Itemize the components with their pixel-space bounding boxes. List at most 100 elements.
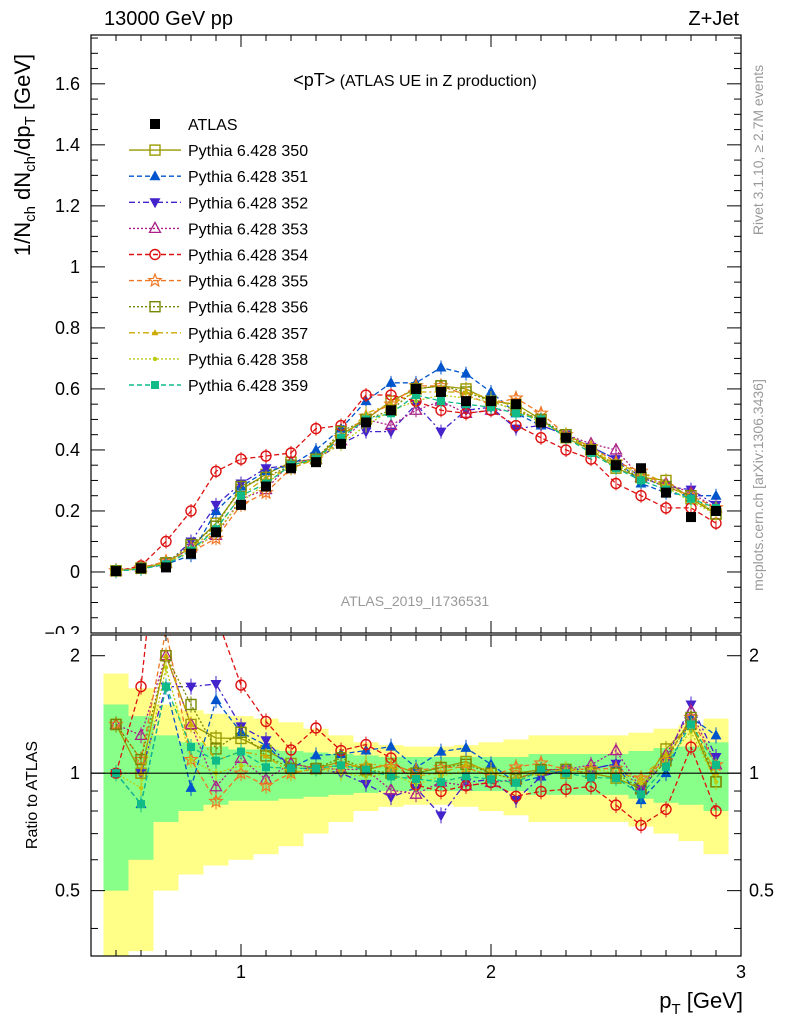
series-line-pythia-6-428-354 bbox=[115, 394, 717, 572]
ratio-point bbox=[162, 652, 170, 659]
ratio-point bbox=[460, 741, 472, 752]
series-atlas bbox=[111, 383, 721, 577]
data-point bbox=[336, 438, 346, 449]
ratio-point bbox=[212, 756, 220, 765]
band-green bbox=[153, 735, 179, 822]
data-point bbox=[487, 403, 495, 412]
ratio-point bbox=[510, 790, 522, 802]
legend-label: Pythia 6.428 352 bbox=[188, 195, 308, 212]
legend-marker bbox=[151, 329, 159, 336]
ratio-point bbox=[185, 698, 197, 711]
ratio-point bbox=[287, 764, 295, 773]
y-tick-label-main: 0.8 bbox=[55, 318, 80, 338]
data-point bbox=[260, 464, 272, 475]
legend-label: Pythia 6.428 351 bbox=[188, 169, 308, 186]
ratio-point bbox=[712, 760, 720, 769]
data-point bbox=[260, 450, 272, 462]
y-tick-label-main: 1.6 bbox=[55, 74, 80, 94]
data-point bbox=[310, 443, 322, 454]
legend-label: Pythia 6.428 356 bbox=[188, 300, 308, 317]
data-point bbox=[535, 432, 547, 444]
ratio-point bbox=[134, 728, 148, 741]
ratio-point bbox=[235, 679, 247, 691]
data-point bbox=[360, 427, 372, 438]
ratio-point bbox=[163, 665, 169, 670]
legend-marker bbox=[149, 170, 161, 181]
data-point bbox=[210, 500, 222, 511]
data-point bbox=[161, 562, 171, 573]
legend-label: Pythia 6.428 354 bbox=[188, 248, 308, 265]
ratio-point bbox=[435, 811, 447, 822]
y-tick-label-main: 0.2 bbox=[55, 501, 80, 521]
data-point bbox=[237, 491, 245, 500]
series-line-pythia-6-428-353 bbox=[115, 400, 717, 572]
ratio-point bbox=[208, 793, 224, 809]
ratio-point bbox=[387, 772, 395, 781]
y-tick-label-ratio-right: 0.5 bbox=[749, 881, 774, 901]
y-tick-label-ratio-right: 1 bbox=[749, 763, 759, 783]
ratio-point bbox=[237, 747, 245, 756]
data-point bbox=[261, 481, 271, 492]
y-tick-label-ratio: 1 bbox=[70, 763, 80, 783]
data-point bbox=[611, 460, 621, 471]
series-line-pythia-6-428-359 bbox=[115, 394, 717, 572]
legend-item-pythia-6-428-357: Pythia 6.428 357 bbox=[129, 326, 308, 343]
ratio-point bbox=[260, 736, 272, 747]
legend: ATLAS Pythia 6.428 350 Pythia 6.428 351 Pyt… bbox=[129, 117, 308, 395]
uncertainty-bands bbox=[103, 673, 729, 956]
x-axis-label: pT [GeV] bbox=[659, 988, 743, 1018]
legend-marker bbox=[149, 144, 161, 156]
legend-marker bbox=[151, 381, 159, 389]
x-tick-label: 1 bbox=[236, 962, 246, 982]
data-point bbox=[460, 367, 472, 378]
data-point bbox=[610, 477, 622, 490]
legend-marker bbox=[149, 301, 161, 313]
data-point bbox=[586, 444, 596, 455]
y-tick-label-main: 0.6 bbox=[55, 379, 80, 399]
data-point bbox=[711, 505, 721, 516]
data-point bbox=[512, 409, 520, 418]
ratio-point bbox=[360, 738, 372, 751]
legend-item-pythia-6-428-350: Pythia 6.428 350 bbox=[129, 143, 308, 160]
ratio-point bbox=[185, 682, 197, 693]
data-point bbox=[435, 361, 447, 372]
data-point bbox=[635, 490, 647, 502]
legend-marker bbox=[152, 356, 158, 362]
legend-item-atlas: ATLAS bbox=[150, 117, 238, 134]
ratio-point bbox=[162, 682, 170, 691]
data-point bbox=[710, 489, 722, 500]
data-point bbox=[185, 505, 197, 517]
ratio-point bbox=[360, 779, 372, 790]
ratio-point bbox=[635, 819, 647, 831]
ratio-point bbox=[185, 781, 197, 792]
data-point bbox=[286, 463, 296, 474]
legend-marker bbox=[149, 248, 161, 261]
legend-item-pythia-6-428-358: Pythia 6.428 358 bbox=[129, 352, 308, 369]
ratio-point bbox=[710, 729, 722, 740]
data-point bbox=[361, 417, 371, 428]
legend-label: Pythia 6.428 359 bbox=[188, 378, 308, 395]
ratio-point bbox=[660, 803, 672, 816]
analysis-id: ATLAS_2019_I1736531 bbox=[341, 593, 490, 609]
ratio-point bbox=[238, 763, 244, 768]
y-tick-label-main: 0 bbox=[70, 562, 80, 582]
data-point bbox=[409, 402, 423, 415]
ratio-point bbox=[462, 772, 470, 781]
ratio-point bbox=[512, 778, 520, 787]
data-point bbox=[536, 417, 546, 428]
ratio-point bbox=[662, 762, 670, 771]
band-green bbox=[678, 746, 704, 805]
data-point bbox=[160, 535, 172, 548]
data-point bbox=[310, 422, 322, 435]
tick-labels: 1 2 3 0 0.2 0.4 0.6 0.8 1 1.2 1.4 1.6 0.… bbox=[44, 74, 774, 982]
ratio-point bbox=[687, 720, 695, 729]
y-tick-label-main-clipped: −0.2 bbox=[44, 623, 80, 643]
data-point bbox=[511, 399, 521, 410]
ratio-point bbox=[535, 785, 547, 798]
ratio-point bbox=[710, 805, 722, 817]
legend-label: Pythia 6.428 358 bbox=[188, 352, 308, 369]
series-pythia-6-428-353 bbox=[109, 393, 723, 578]
ratio-point bbox=[188, 757, 194, 762]
axis-ticks bbox=[90, 35, 742, 956]
ratio-point bbox=[638, 781, 644, 786]
